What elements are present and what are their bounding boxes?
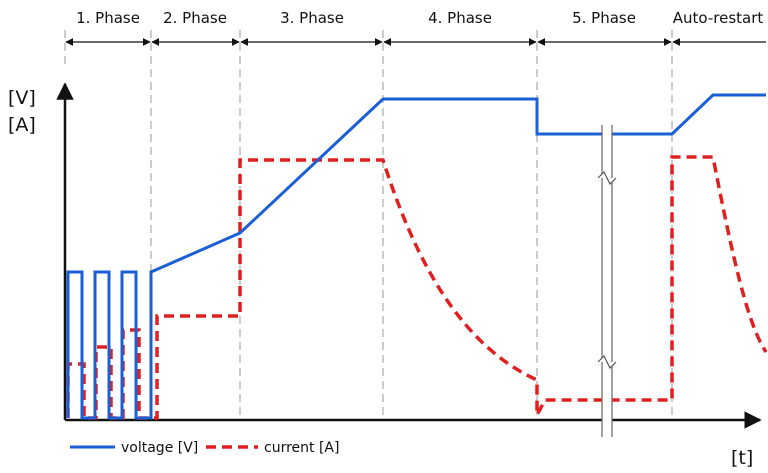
phase-label-3: 3. Phase	[280, 9, 344, 27]
time-break-marker	[597, 125, 617, 437]
phase-label-2: 2. Phase	[163, 9, 227, 27]
voltage-trace	[66, 93, 766, 420]
legend-current-label: current [A]	[264, 440, 339, 456]
y-axis-label-voltage: [V]	[8, 87, 36, 109]
phase-label-4: 4. Phase	[428, 9, 492, 27]
legend: voltage [V] current [A]	[70, 440, 339, 456]
current-trace	[66, 155, 768, 420]
phase-labels: 1. Phase 2. Phase 3. Phase 4. Phase 5. P…	[76, 9, 763, 27]
phase-dividers	[64, 30, 673, 420]
y-axis-label-current: [A]	[8, 114, 36, 136]
phase-label-1: 1. Phase	[76, 9, 140, 27]
phase-label-5: 5. Phase	[572, 9, 636, 27]
x-axis-label-time: [t]	[731, 447, 753, 469]
phase-label-auto-restart: Auto-restart	[673, 9, 764, 27]
legend-voltage-label: voltage [V]	[121, 440, 198, 456]
